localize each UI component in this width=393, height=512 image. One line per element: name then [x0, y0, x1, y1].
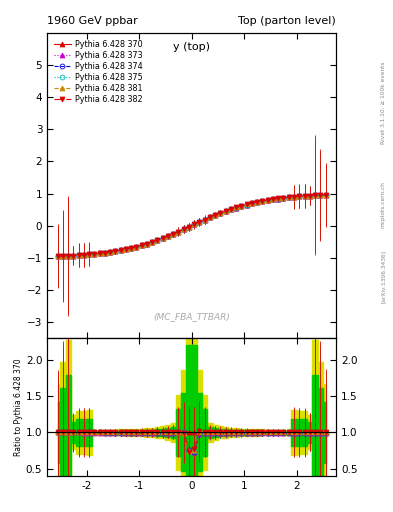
Text: mcplots.cern.ch: mcplots.cern.ch	[381, 181, 386, 228]
Legend: Pythia 6.428 370, Pythia 6.428 373, Pythia 6.428 374, Pythia 6.428 375, Pythia 6: Pythia 6.428 370, Pythia 6.428 373, Pyth…	[50, 36, 145, 107]
Text: 1960 GeV ppbar: 1960 GeV ppbar	[47, 16, 138, 27]
Text: (MC_FBA_TTBAR): (MC_FBA_TTBAR)	[153, 312, 230, 321]
Text: Top (parton level): Top (parton level)	[238, 16, 336, 27]
Text: Rivet 3.1.10, ≥ 100k events: Rivet 3.1.10, ≥ 100k events	[381, 61, 386, 144]
Y-axis label: Ratio to Pythia 6.428 370: Ratio to Pythia 6.428 370	[14, 358, 23, 456]
Text: [arXiv:1306.3436]: [arXiv:1306.3436]	[381, 250, 386, 303]
Text: y (top): y (top)	[173, 42, 210, 52]
